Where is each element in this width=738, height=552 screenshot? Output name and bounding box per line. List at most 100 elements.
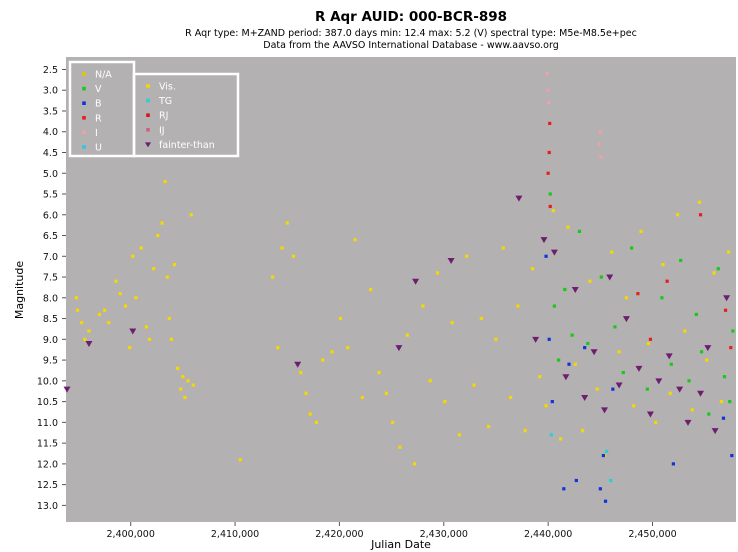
data-point-vis xyxy=(271,275,275,279)
data-point-v xyxy=(694,312,698,317)
y-tick-label: 6.0 xyxy=(43,210,58,221)
data-point-r xyxy=(548,204,552,209)
y-tick-label: 5.0 xyxy=(43,169,58,180)
data-point-vis xyxy=(299,370,303,375)
legend-swatch xyxy=(146,98,150,103)
data-point-vis xyxy=(595,387,599,391)
data-point-fainter-than xyxy=(655,378,663,385)
data-point-vis xyxy=(183,395,187,400)
data-point-r xyxy=(665,279,669,283)
x-tick-label: 2,410,000 xyxy=(211,529,259,540)
data-point-vis xyxy=(472,383,476,387)
legend-label: Vis. xyxy=(159,82,176,93)
data-point-vis xyxy=(238,458,242,462)
data-point-vis xyxy=(712,271,716,275)
legend-swatch xyxy=(82,101,86,105)
data-point-vis xyxy=(697,200,702,204)
chart-title: R Aqr AUID: 000-BCR-898 xyxy=(315,9,507,25)
data-point-vis xyxy=(384,391,388,395)
data-point-vis xyxy=(280,246,284,250)
data-point-b xyxy=(730,453,734,458)
data-point-fainter-than xyxy=(532,336,540,343)
data-point-vis xyxy=(330,350,334,354)
data-marks xyxy=(63,72,735,503)
data-point-vis xyxy=(580,429,585,433)
data-point-vis xyxy=(291,254,296,258)
data-point-v xyxy=(722,375,727,379)
data-point-vis xyxy=(321,358,325,362)
data-point-vis xyxy=(360,395,364,400)
data-point-vis xyxy=(377,370,381,375)
legend-swatch xyxy=(82,116,86,120)
data-point-vis xyxy=(487,424,491,429)
data-point-i xyxy=(545,72,549,76)
data-point-v xyxy=(630,246,634,250)
data-point-vis xyxy=(314,420,319,424)
data-point-r xyxy=(729,346,733,350)
data-point-vis xyxy=(405,333,409,337)
data-point-vis xyxy=(147,337,152,341)
data-point-vis xyxy=(165,275,169,279)
data-point-fainter-than xyxy=(646,411,654,418)
data-source-line: Data from the AAVSO International Databa… xyxy=(263,40,559,51)
y-tick-label: 8.5 xyxy=(43,314,58,325)
legend-label: N/A xyxy=(95,70,112,81)
x-tick-label: 2,420,000 xyxy=(315,529,363,540)
y-tick-label: 9.0 xyxy=(43,335,58,346)
y-tick-label: 12.5 xyxy=(37,480,58,491)
data-point-fainter-than xyxy=(581,394,589,401)
data-point-v xyxy=(577,229,582,233)
data-point-fainter-than xyxy=(562,374,570,381)
y-tick-label: 10.0 xyxy=(37,376,58,387)
plot-area xyxy=(66,57,736,522)
data-point-fainter-than xyxy=(85,340,93,347)
data-point-v xyxy=(586,341,590,346)
y-tick-label: 11.0 xyxy=(37,418,58,429)
data-point-vis xyxy=(87,329,91,333)
data-point-v xyxy=(699,350,704,354)
x-axis-label: Julian Date xyxy=(370,538,431,551)
data-point-b xyxy=(583,346,587,350)
data-point-tg xyxy=(609,478,613,483)
data-point-vis xyxy=(675,213,680,217)
data-point-r xyxy=(723,308,728,312)
data-point-vis xyxy=(97,312,101,317)
y-tick-label: 5.5 xyxy=(43,190,58,201)
legend-swatch xyxy=(145,142,151,148)
data-point-r xyxy=(698,213,703,217)
data-point-vis xyxy=(128,346,132,350)
y-tick-label: 7.5 xyxy=(43,273,58,284)
data-point-vis xyxy=(346,346,350,350)
data-point-vis xyxy=(308,412,312,416)
legend-swatch xyxy=(146,84,150,88)
legend-label: B xyxy=(95,99,102,110)
data-point-b xyxy=(550,399,554,404)
data-point-tg xyxy=(549,433,553,437)
data-point-fainter-than xyxy=(540,237,548,244)
data-point-vis xyxy=(191,383,195,387)
data-point-i xyxy=(547,101,551,105)
data-point-tg xyxy=(604,449,609,454)
data-point-r xyxy=(648,337,653,341)
data-point-vis xyxy=(516,304,520,308)
data-point-vis xyxy=(632,404,636,408)
data-point-v xyxy=(728,399,732,404)
data-point-vis xyxy=(457,433,462,437)
legend-label: I xyxy=(95,128,98,139)
data-point-fainter-than xyxy=(676,386,684,393)
data-point-fainter-than xyxy=(395,345,403,352)
data-point-vis xyxy=(428,379,432,383)
data-point-vis xyxy=(412,462,417,466)
data-point-i xyxy=(597,142,601,146)
data-point-fainter-than xyxy=(711,428,719,435)
data-point-fainter-than xyxy=(601,407,609,414)
data-point-i xyxy=(546,88,550,92)
data-point-vis xyxy=(639,229,643,233)
legend-label: R xyxy=(95,113,102,124)
legend-swatch xyxy=(82,86,86,91)
data-point-fainter-than xyxy=(723,295,731,302)
data-point-vis xyxy=(118,292,122,296)
y-tick-label: 2.5 xyxy=(43,65,58,76)
